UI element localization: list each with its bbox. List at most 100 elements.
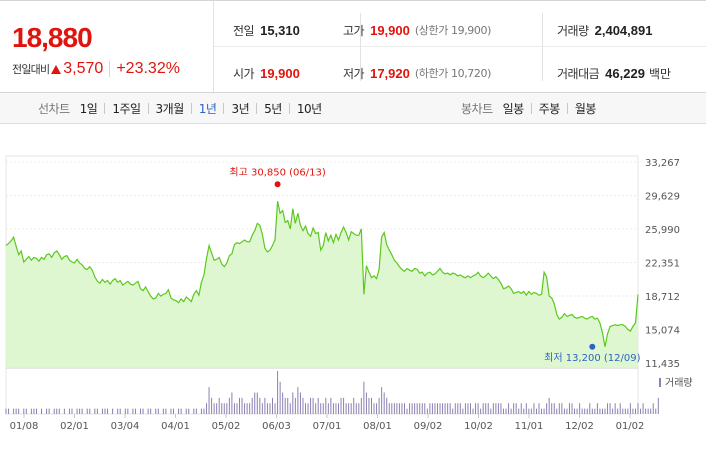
volume-bar: [434, 403, 436, 414]
change-row: 전일대비 3,570 +23.32%: [12, 60, 180, 77]
volume-bar: [213, 403, 215, 414]
period-tab-3m[interactable]: 3개월: [155, 102, 185, 116]
volume-bar: [411, 403, 413, 414]
upper-limit: (상한가 19,900): [414, 24, 492, 37]
stat-label: 거래량: [557, 23, 589, 38]
volume-bar: [419, 403, 421, 414]
volume-bar: [452, 408, 454, 414]
volume-bar: [619, 403, 621, 414]
volume-bar: [381, 387, 383, 414]
period-tab-1y[interactable]: 1년: [198, 102, 217, 116]
volume-bar: [614, 403, 616, 414]
volume-bar: [117, 408, 119, 414]
y-axis: 33,267 29,629 25,990 22,351 18,712 15,074 11,4…: [645, 158, 680, 370]
volume-bar: [155, 408, 157, 414]
volume-bar: [251, 397, 253, 414]
volume-bar: [358, 403, 360, 414]
x-tick-label: 05/02: [212, 421, 241, 432]
volume-bar: [81, 408, 83, 414]
x-tick-label: 01/08: [10, 421, 39, 432]
volume-bar: [330, 397, 332, 414]
stat-label: 전일: [233, 23, 255, 38]
volume-bar: [162, 408, 164, 414]
volume-bar: [393, 403, 395, 414]
volume-bar: [277, 371, 279, 414]
volume-bar: [302, 397, 304, 414]
volume-bar: [140, 408, 142, 414]
volume-bar: [388, 403, 390, 414]
x-tick-label: 08/01: [363, 421, 392, 432]
x-tick-label: 04/01: [161, 421, 190, 432]
volume-bar: [134, 408, 136, 414]
price-line: [5, 201, 639, 347]
volume-bar: [142, 408, 144, 414]
volume-bar: [246, 403, 248, 414]
volume-bar: [320, 403, 322, 414]
volume-bar: [571, 403, 573, 414]
volume-bar: [480, 408, 482, 414]
volume-bar: [492, 403, 494, 414]
column-divider: [360, 13, 361, 81]
volume-bar: [104, 408, 106, 414]
high-annotation-text: 최고 30,850 (06/13): [229, 166, 325, 178]
volume-bar: [353, 397, 355, 414]
volume-bar: [332, 403, 334, 414]
volume-bar: [272, 397, 274, 414]
current-price-panel: 18,880 전일대비 3,570 +23.32%: [0, 1, 214, 92]
volume-bar: [439, 403, 441, 414]
x-tick-label: 03/04: [111, 421, 140, 432]
volume-bar: [96, 408, 98, 414]
volume-bar: [586, 408, 588, 414]
x-tick-label: 06/03: [262, 421, 291, 432]
volume-bar: [406, 408, 408, 414]
volume-bar: [86, 408, 88, 414]
volume-bar: [546, 403, 548, 414]
y-tick-label: 29,629: [645, 192, 680, 203]
line-chart-periods: 선차트 1일 1주일 3개월 1년 3년 5년 10년: [38, 93, 322, 124]
volume-bar: [216, 403, 218, 414]
period-tab-1w[interactable]: 1주일: [112, 102, 141, 116]
period-tab-10y[interactable]: 10년: [296, 102, 322, 116]
volume-bar: [173, 408, 175, 414]
volume-bar: [337, 403, 339, 414]
divider: [147, 103, 149, 114]
volume-bar: [530, 408, 532, 414]
divider: [288, 103, 290, 114]
candle-tab-monthly[interactable]: 월봉: [574, 102, 597, 116]
volume-bar: [297, 387, 299, 414]
volume-bar: [477, 403, 479, 414]
current-price: 18,880: [12, 22, 93, 53]
stat-prev-close: 전일 15,310: [233, 21, 300, 39]
candle-tab-weekly[interactable]: 주봉: [538, 102, 561, 116]
stat-value: 15,310: [260, 22, 300, 38]
x-tick-label: 01/02: [616, 421, 645, 432]
period-tab-1d[interactable]: 1일: [79, 102, 98, 116]
column-divider: [542, 13, 543, 81]
candle-tab-daily[interactable]: 일봉: [502, 102, 525, 116]
volume-bar: [386, 397, 388, 414]
volume-bar: [409, 403, 411, 414]
volume-bar: [305, 403, 307, 414]
volume-bar: [487, 403, 489, 414]
volume-bar: [475, 403, 477, 414]
volume-bar: [622, 408, 624, 414]
volume-bar: [322, 403, 324, 414]
volume-bar: [383, 392, 385, 414]
divider: [104, 103, 106, 114]
period-tab-3y[interactable]: 3년: [231, 102, 250, 116]
volume-bar: [89, 408, 91, 414]
quote-summary: 18,880 전일대비 3,570 +23.32% 전일 15,310 시가 1…: [0, 0, 706, 93]
volume-bar: [497, 403, 499, 414]
stat-open: 시가 19,900: [233, 64, 300, 82]
volume-bar: [13, 408, 15, 414]
volume-bar: [523, 408, 525, 414]
line-chart-label: 선차트: [38, 102, 70, 116]
x-tick-label: 12/02: [565, 421, 594, 432]
volume-bar: [282, 392, 284, 414]
volume-bar: [403, 403, 405, 414]
volume-bar: [617, 408, 619, 414]
stat-value: 17,920: [370, 65, 410, 81]
volume-bar: [119, 408, 121, 414]
price-area-fill: [6, 201, 638, 367]
period-tab-5y[interactable]: 5년: [264, 102, 282, 116]
